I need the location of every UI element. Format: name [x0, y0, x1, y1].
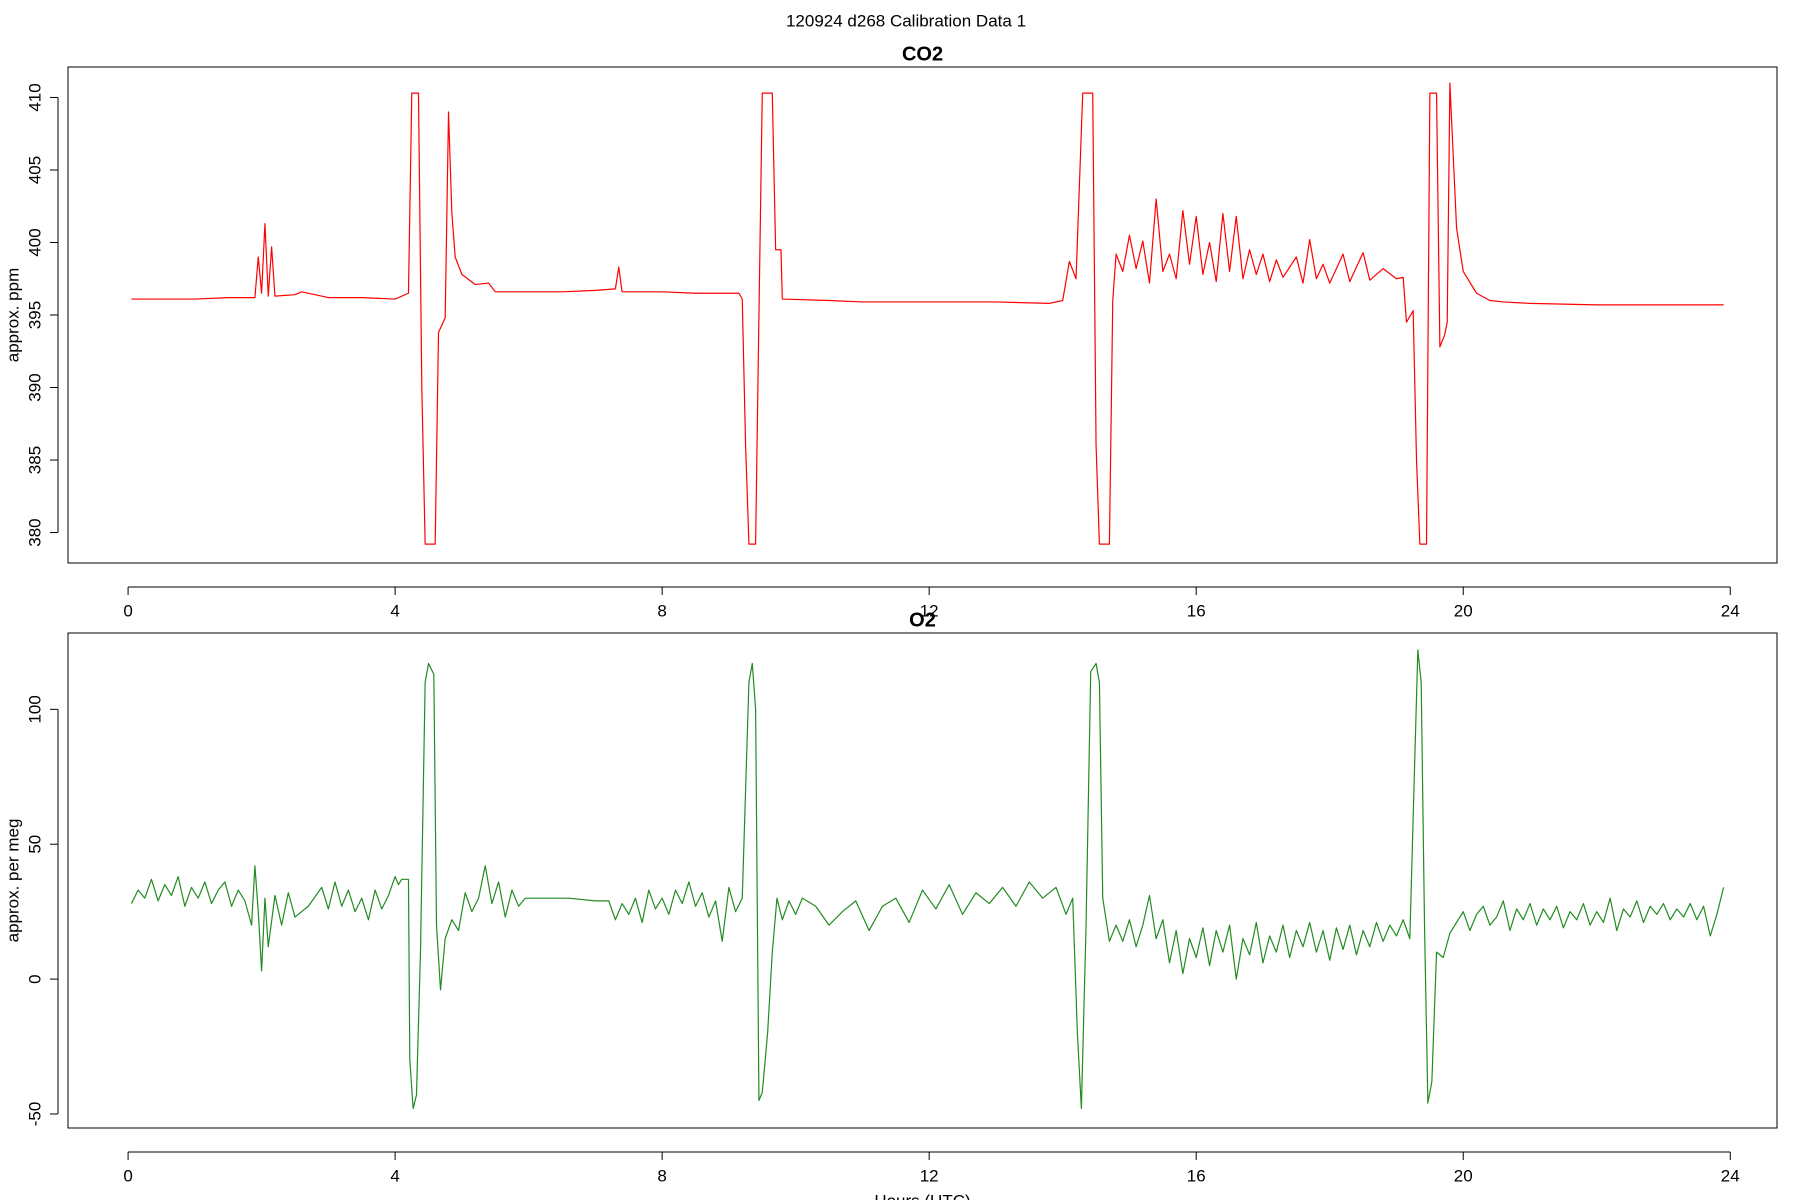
chart-title: O2 [909, 609, 936, 631]
y-tick-label: 380 [25, 518, 44, 546]
y-tick-label: 385 [25, 446, 44, 474]
x-tick-label: 20 [1454, 1166, 1473, 1185]
y-tick-label: 0 [25, 974, 44, 983]
y-axis-label: approx. per meg [3, 819, 22, 943]
x-axis-label: Hours (UTC) [874, 1191, 970, 1200]
chart-title: CO2 [902, 43, 943, 65]
y-tick-label: 395 [25, 301, 44, 329]
plot-frame [67, 66, 1778, 564]
x-tick-label: 16 [1187, 1166, 1206, 1185]
y-axis-label: approx. ppm [3, 268, 22, 363]
y-tick-label: 410 [25, 83, 44, 111]
x-tick-label: 12 [920, 1166, 939, 1185]
x-tick-label: 0 [123, 601, 132, 620]
plot-frame [67, 632, 1778, 1129]
y-tick-label: 400 [25, 228, 44, 256]
x-tick-label: 8 [657, 1166, 666, 1185]
x-tick-label: 4 [390, 601, 399, 620]
x-tick-label: 24 [1721, 1166, 1740, 1185]
y-tick-label: -50 [25, 1102, 44, 1127]
y-tick-label: 405 [25, 156, 44, 184]
x-tick-label: 8 [657, 601, 666, 620]
x-tick-label: 16 [1187, 601, 1206, 620]
y-tick-label: 100 [25, 695, 44, 723]
y-tick-label: 390 [25, 373, 44, 401]
x-tick-label: 12 [920, 601, 939, 620]
y-tick-label: 50 [25, 835, 44, 854]
x-tick-label: 4 [390, 1166, 399, 1185]
data-line [131, 82, 1724, 545]
x-tick-label: 24 [1721, 601, 1740, 620]
figure-title: 120924 d268 Calibration Data 1 [786, 11, 1026, 30]
x-tick-label: 0 [123, 1166, 132, 1185]
x-tick-label: 20 [1454, 601, 1473, 620]
data-line [130, 649, 1725, 1110]
